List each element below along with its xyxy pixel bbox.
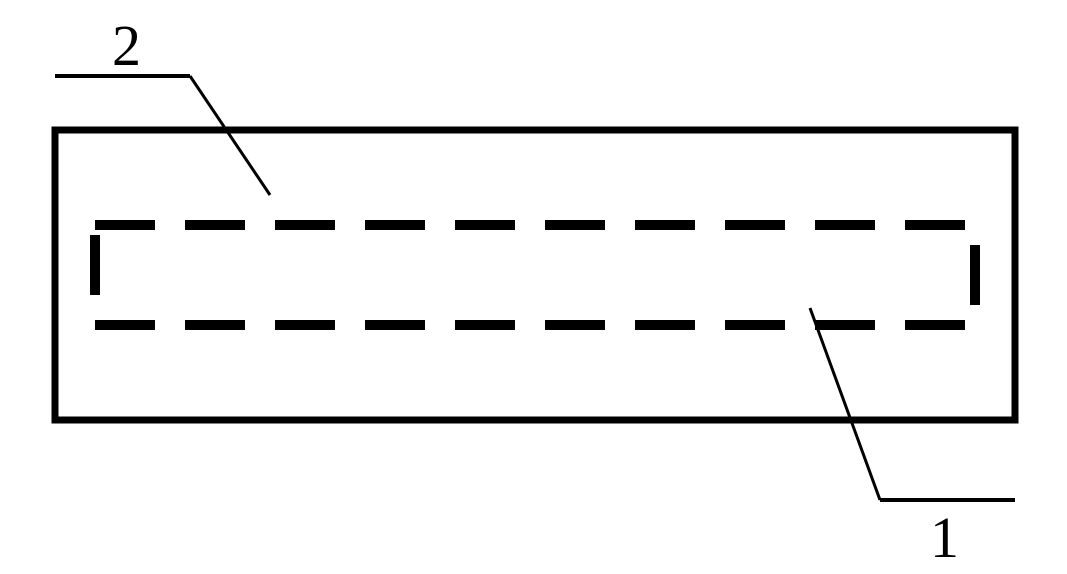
diagram-canvas: 21 <box>0 0 1067 569</box>
background <box>0 0 1067 569</box>
label-2-text: 2 <box>112 13 141 78</box>
label-1-text: 1 <box>930 505 959 569</box>
diagram-svg: 21 <box>0 0 1067 569</box>
